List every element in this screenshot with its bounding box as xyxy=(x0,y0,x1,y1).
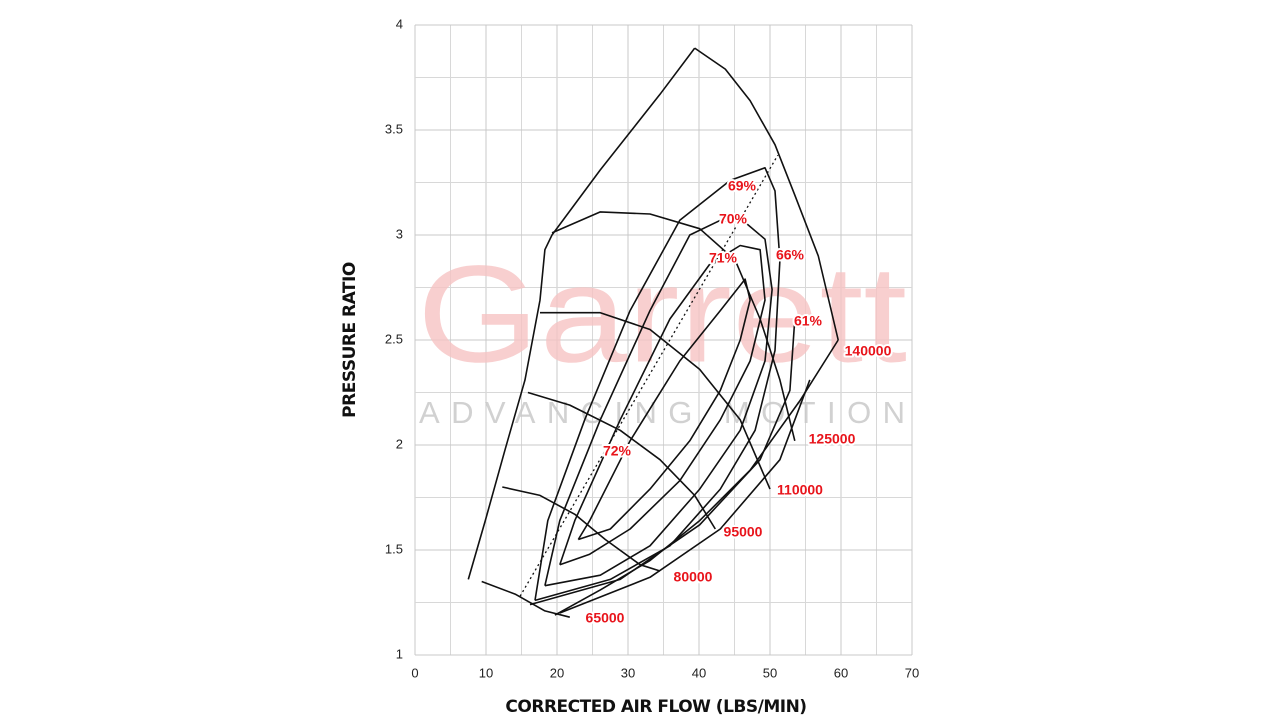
watermark: Garrett xyxy=(417,237,907,391)
speed-label: 65000 xyxy=(586,610,625,626)
efficiency-label: 71% xyxy=(709,250,738,266)
speed-label: 110000 xyxy=(777,482,823,498)
y-tick-label: 3 xyxy=(396,226,403,241)
speed-label: 80000 xyxy=(674,569,713,585)
speed-line xyxy=(481,580,570,618)
speed-label: 95000 xyxy=(724,524,763,540)
efficiency-island xyxy=(559,244,766,566)
efficiency-label: 69% xyxy=(728,178,757,194)
efficiency-label: 61% xyxy=(794,313,823,329)
efficiency-island xyxy=(529,318,796,606)
efficiency-label: 66% xyxy=(776,247,805,263)
speed-line xyxy=(527,391,716,530)
y-tick-label: 2.5 xyxy=(385,331,403,346)
speed-line xyxy=(694,47,839,341)
x-tick-label: 60 xyxy=(834,665,848,680)
y-tick-label: 4 xyxy=(396,16,403,31)
x-tick-label: 50 xyxy=(763,665,777,680)
y-axis-title: PRESSURE RATIO xyxy=(340,262,360,418)
speed-label: 125000 xyxy=(809,431,856,447)
x-tick-label: 10 xyxy=(479,665,493,680)
speed-line xyxy=(502,486,661,572)
y-tick-label: 3.5 xyxy=(385,121,403,136)
speed-line xyxy=(551,211,796,441)
efficiency-island xyxy=(577,278,751,541)
efficiency-island xyxy=(544,219,773,587)
y-tick-label: 2 xyxy=(396,436,403,451)
efficiency-label: 72% xyxy=(603,443,632,459)
x-axis-title: CORRECTED AIR FLOW (LBS/MIN) xyxy=(505,697,806,717)
y-tick-label: 1 xyxy=(396,646,403,661)
choke-line xyxy=(554,339,839,616)
y-tick-label: 1.5 xyxy=(385,541,403,556)
efficiency-island xyxy=(534,167,781,602)
speed-line xyxy=(540,311,771,490)
x-tick-label: 20 xyxy=(550,665,564,680)
watermark-tagline: ADVANCING MOTION xyxy=(419,395,905,430)
peak-efficiency-line xyxy=(519,154,779,597)
surge-line xyxy=(467,47,696,580)
speed-label: 140000 xyxy=(845,343,892,359)
x-tick-label: 30 xyxy=(621,665,635,680)
x-tick-label: 40 xyxy=(692,665,706,680)
efficiency-label: 70% xyxy=(719,211,748,227)
x-tick-label: 70 xyxy=(905,665,919,680)
x-tick-label: 0 xyxy=(411,665,418,680)
efficiency-island xyxy=(559,379,811,614)
